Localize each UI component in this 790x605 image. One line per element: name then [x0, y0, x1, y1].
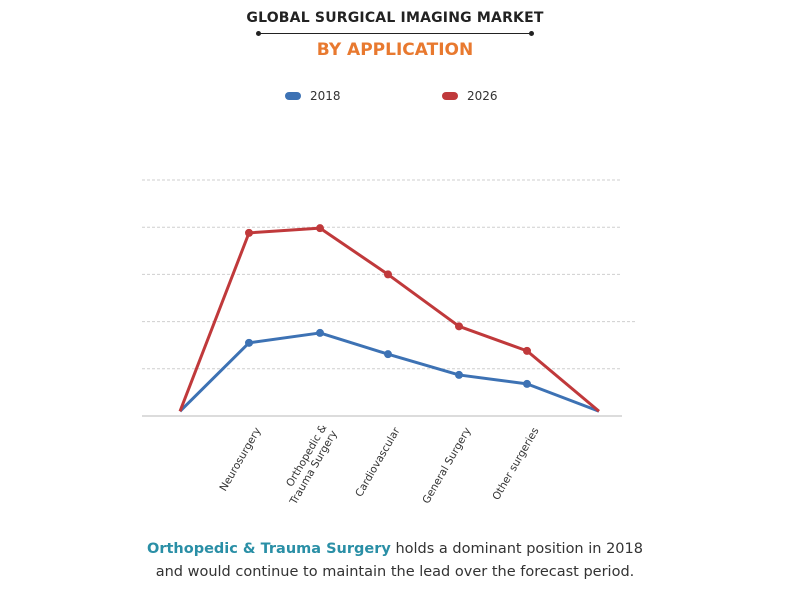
legend-swatch-2018: [285, 92, 301, 100]
chart-subtitle: BY APPLICATION: [316, 40, 474, 60]
legend-label-2018: 2018: [310, 89, 341, 103]
divider-dot-right: [529, 31, 534, 36]
legend-item-2026: 2026: [442, 89, 498, 103]
data-point-2026: [523, 346, 531, 355]
x-tick-label: Cardiovascular: [353, 425, 403, 499]
footer-highlight: Orthopedic & Trauma Surgery: [147, 541, 391, 557]
legend-swatch-2026: [442, 92, 458, 100]
data-point-2018: [245, 338, 253, 347]
legend-item-2018: 2018: [285, 89, 341, 103]
data-point-2026: [455, 322, 463, 331]
x-tick-label: Neurosurgery: [218, 426, 264, 494]
series-line-2026: [178, 226, 600, 413]
data-point-2018: [316, 328, 324, 337]
data-point-2018: [523, 379, 531, 388]
data-point-2026: [316, 224, 324, 233]
title-divider: [258, 33, 532, 34]
x-tick-label: General Surgery: [420, 426, 473, 506]
chart-title: GLOBAL SURGICAL IMAGING MARKET: [246, 10, 544, 26]
footer-text-line1: holds a dominant position in 2018: [390, 541, 643, 557]
data-point-2018: [384, 350, 392, 359]
series-line-2018: [178, 331, 600, 413]
data-point-2026: [245, 228, 253, 237]
footer-caption: Orthopedic & Trauma Surgery holds a domi…: [0, 538, 790, 584]
data-point-2026: [384, 270, 392, 279]
data-point-2018: [455, 370, 463, 379]
x-tick-label: Orthopedic &Trauma Surgery: [277, 423, 340, 508]
legend-label-2026: 2026: [467, 89, 498, 103]
x-tick-label: Other surgeries: [490, 426, 541, 503]
divider-dot-left: [256, 31, 261, 36]
footer-text-line2: and would continue to maintain the lead …: [155, 564, 635, 580]
line-chart: Neurosurgery Orthopedic &Trauma Surgery Ca…: [142, 179, 636, 508]
